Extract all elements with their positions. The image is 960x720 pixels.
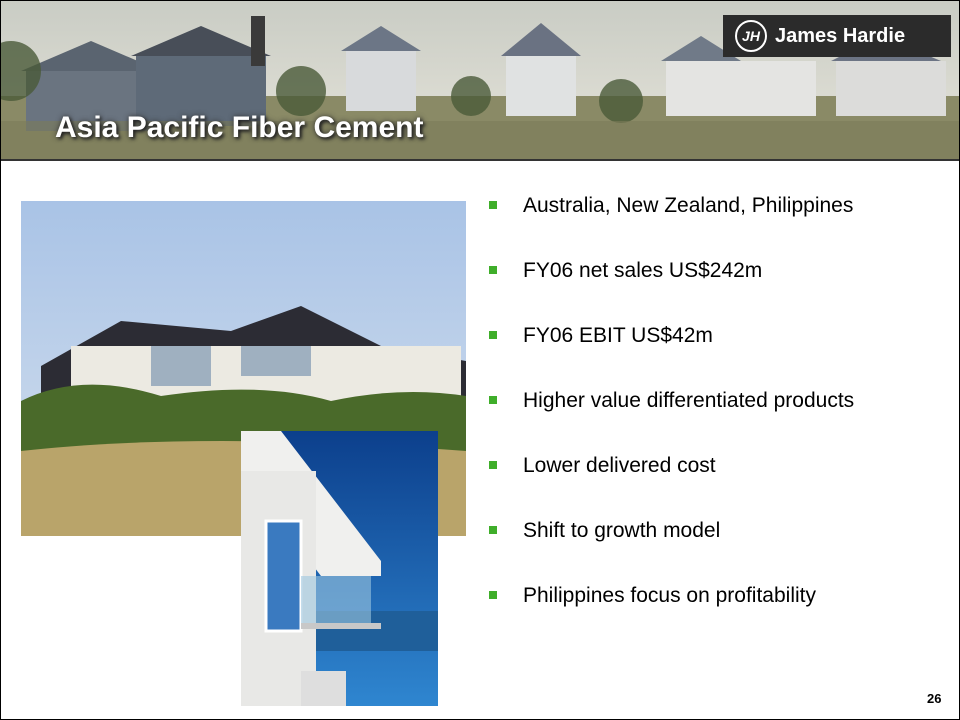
bullet-marker xyxy=(489,461,497,469)
bullet-text: FY06 EBIT US$42m xyxy=(523,324,713,347)
bullet: Lower delivered cost xyxy=(487,451,927,481)
bullet-text: Australia, New Zealand, Philippines xyxy=(523,194,854,217)
bullet: Philippines focus on profitability xyxy=(487,581,927,611)
bullet-text: Lower delivered cost xyxy=(523,454,716,477)
logo-mark: JH xyxy=(735,20,767,52)
bullet: Shift to growth model xyxy=(487,516,927,546)
photo-balcony xyxy=(241,431,438,706)
bullet-marker xyxy=(489,201,497,209)
bullet: Australia, New Zealand, Philippines xyxy=(487,191,927,221)
bullet-marker xyxy=(489,396,497,404)
page-number: 26 xyxy=(927,691,942,706)
header-banner xyxy=(1,1,959,161)
slide-title: Asia Pacific Fiber Cement xyxy=(55,111,424,144)
bullet-text: Philippines focus on profitability xyxy=(523,584,816,607)
bullet-marker xyxy=(489,331,497,339)
bullet-marker xyxy=(489,266,497,274)
logo-text: James Hardie xyxy=(775,24,906,47)
bullet: FY06 EBIT US$42m xyxy=(487,321,927,351)
bullet-list: Australia, New Zealand, Philippines FY06 … xyxy=(487,191,927,611)
bullet-text: Higher value differentiated products xyxy=(523,389,855,412)
logo: JH James Hardie xyxy=(723,15,951,57)
bullet: FY06 net sales US$242m xyxy=(487,256,927,286)
bullet-text: Shift to growth model xyxy=(523,519,721,542)
bullet-text: FY06 net sales US$242m xyxy=(523,259,763,282)
bullet-marker xyxy=(489,591,497,599)
bullet: Higher value differentiated products xyxy=(487,386,927,416)
bullet-marker xyxy=(489,526,497,534)
